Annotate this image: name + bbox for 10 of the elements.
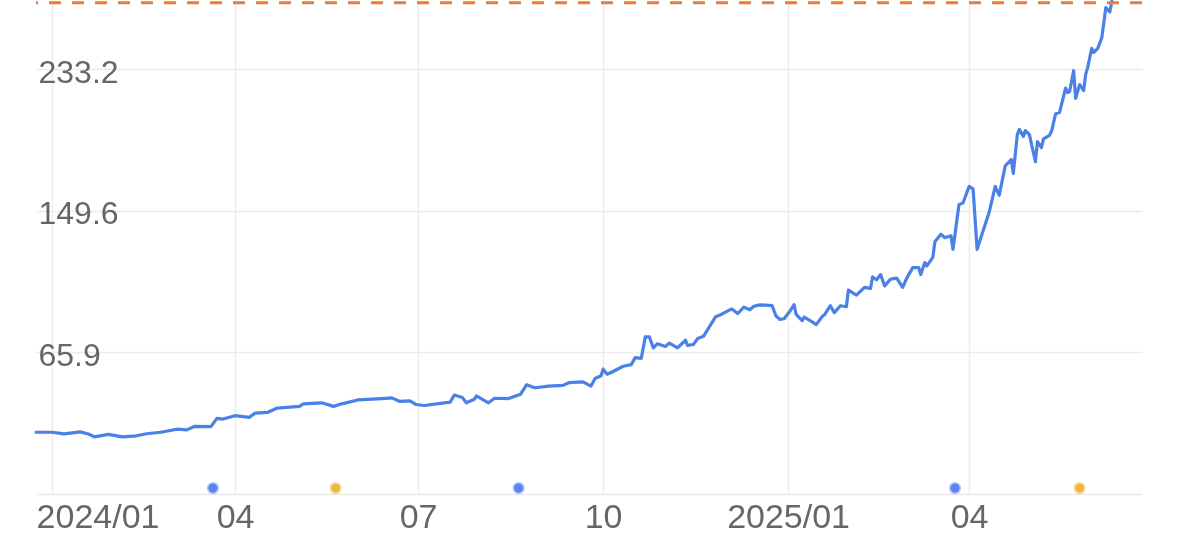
line-series	[34, 0, 1114, 439]
x-tick-label: 04	[216, 496, 255, 535]
y-tick-label: 149.6	[38, 195, 119, 232]
x-tick-label: 10	[584, 496, 623, 535]
y-tick-label: 233.2	[38, 53, 119, 90]
x-tick-label: 04	[950, 496, 989, 535]
x-tick-label: 2024/01	[36, 496, 160, 535]
x-tick-label: 07	[399, 496, 438, 535]
y-tick-label: 65.9	[38, 336, 101, 373]
x-tick-label: 2025/01	[727, 496, 851, 535]
